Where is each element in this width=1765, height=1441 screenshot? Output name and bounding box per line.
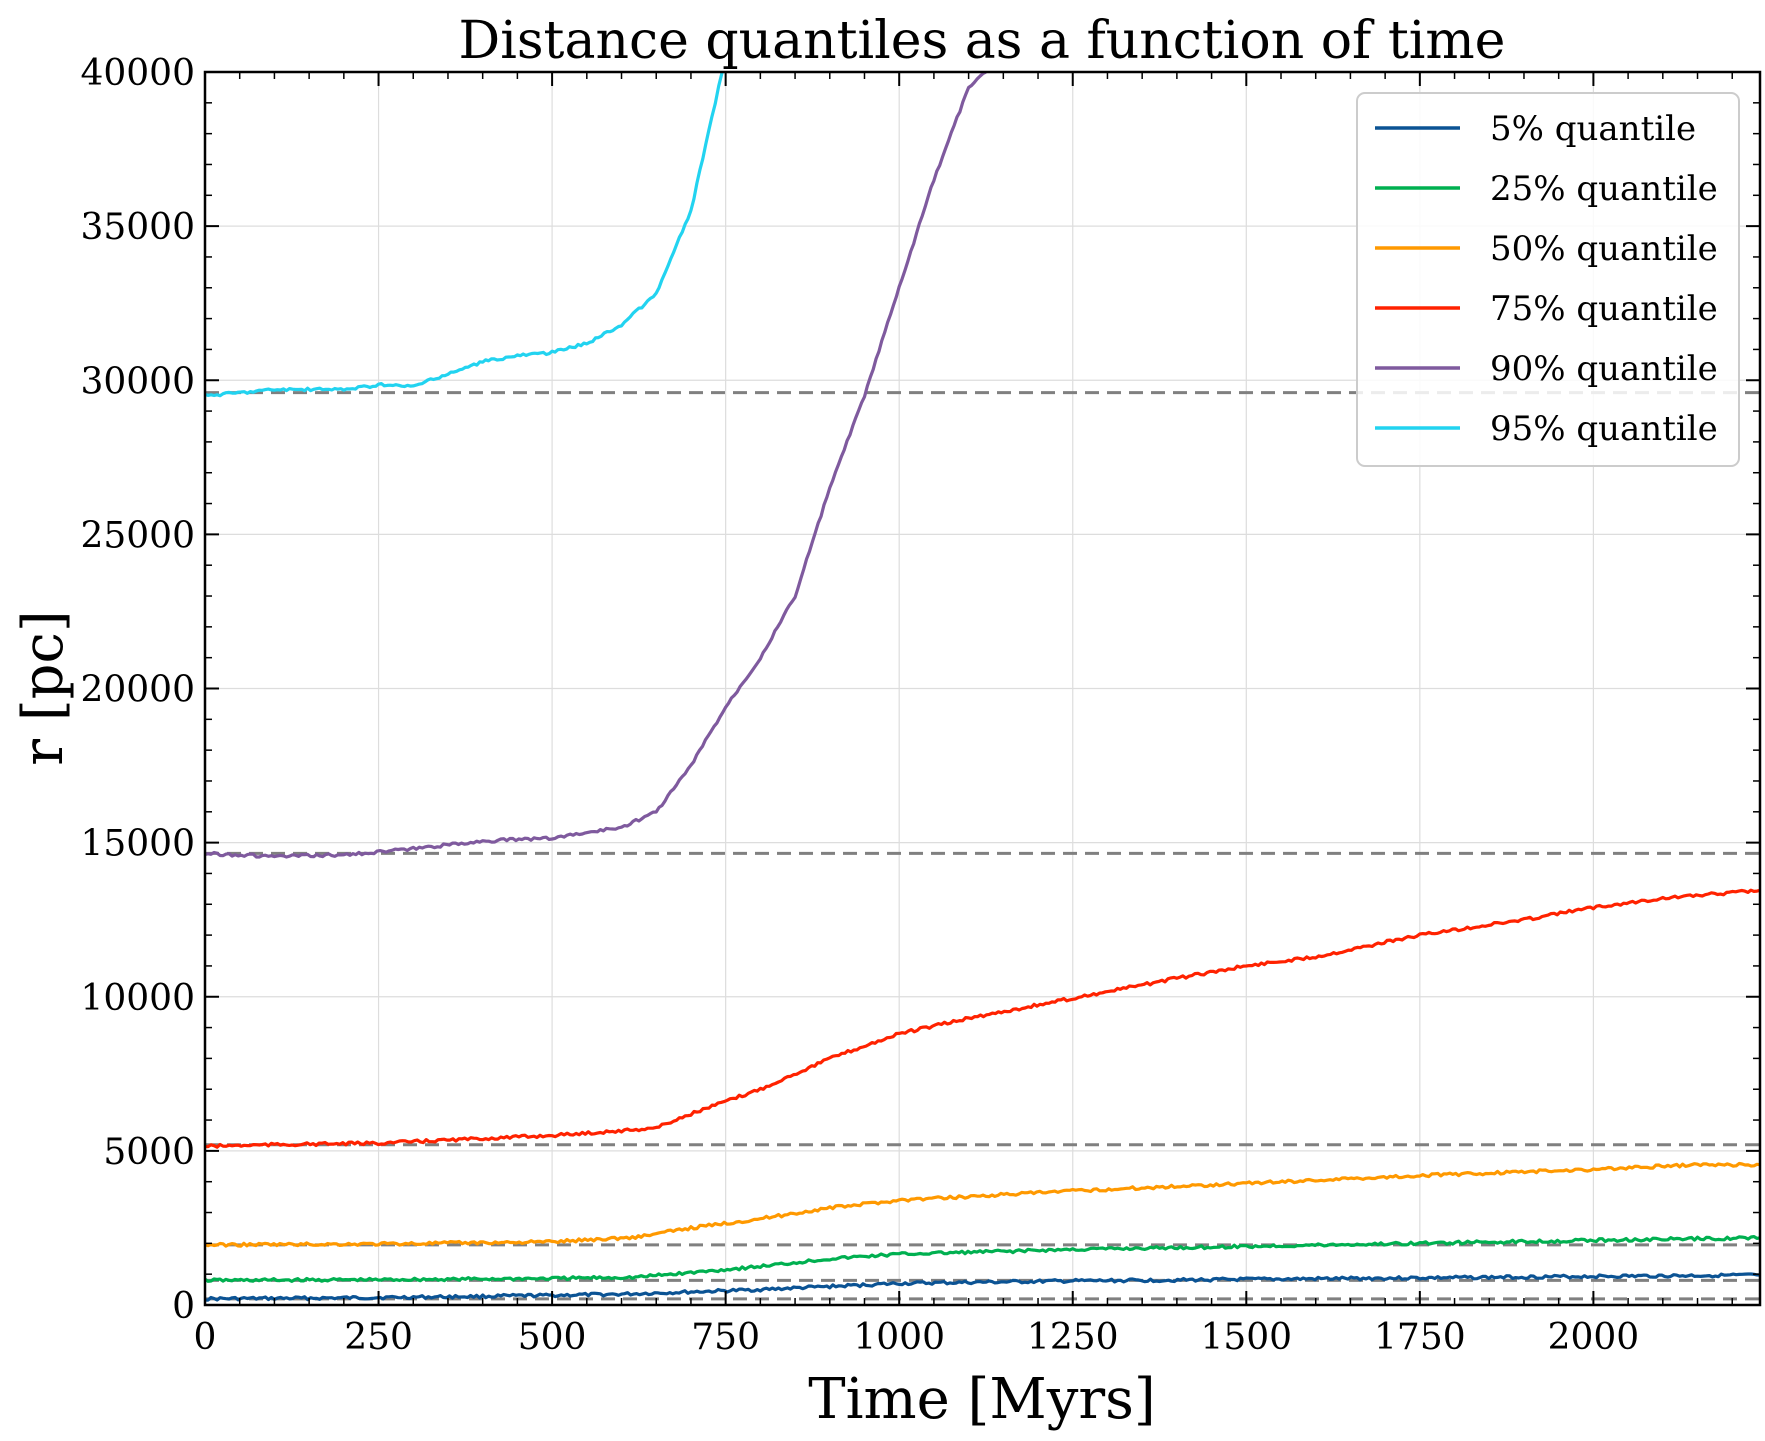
legend-label: 75% quantile [1490, 289, 1718, 329]
y-tick-label: 15000 [80, 824, 195, 865]
y-axis-label: r [pc] [11, 610, 76, 765]
x-tick-label: 250 [344, 1317, 413, 1358]
x-tick-label: 750 [691, 1317, 760, 1358]
x-axis-label: Time [Myrs] [808, 1367, 1155, 1432]
legend-label: 95% quantile [1490, 409, 1718, 449]
x-tick-label: 1000 [853, 1317, 945, 1358]
y-tick-label: 10000 [80, 978, 195, 1019]
x-tick-label: 0 [194, 1317, 217, 1358]
x-tick-label: 1250 [1027, 1317, 1119, 1358]
plot-frame [203, 70, 1762, 1307]
y-tick-label: 5000 [103, 1132, 195, 1173]
series-line-1 [205, 1272, 1760, 1302]
legend-label: 25% quantile [1490, 169, 1718, 209]
series-line-2 [205, 1235, 1760, 1283]
series-line-4 [205, 888, 1760, 1149]
series-line-6 [205, 72, 724, 398]
legend-label: 5% quantile [1490, 109, 1696, 149]
y-tick-label: 20000 [80, 670, 195, 711]
chart-title: Distance quantiles as a function of time [459, 11, 1506, 71]
x-tick-label: 1750 [1374, 1317, 1466, 1358]
y-tick-label: 30000 [80, 361, 195, 402]
series-line-3 [205, 1161, 1760, 1248]
y-tick-label: 0 [172, 1286, 195, 1327]
series-lines [205, 72, 1760, 1302]
y-tick-label: 25000 [80, 515, 195, 556]
series-line-5 [205, 72, 987, 859]
reference-lines [205, 391, 1760, 1301]
legend-label: 90% quantile [1490, 349, 1718, 389]
legend-label: 50% quantile [1490, 229, 1718, 269]
x-tick-label: 500 [518, 1317, 587, 1358]
legend: 5% quantile 25% quantile 50% quantile 75% q… [1356, 92, 1740, 467]
x-tick-label: 2000 [1548, 1317, 1640, 1358]
y-tick-label: 35000 [80, 207, 195, 248]
axis-ticks [204, 71, 1760, 1306]
y-tick-label: 40000 [80, 53, 195, 94]
x-tick-label: 1500 [1200, 1317, 1292, 1358]
tick-labels: 0 250 500 750 1000 1250 1500 1750 20000500010000… [80, 53, 1639, 1358]
